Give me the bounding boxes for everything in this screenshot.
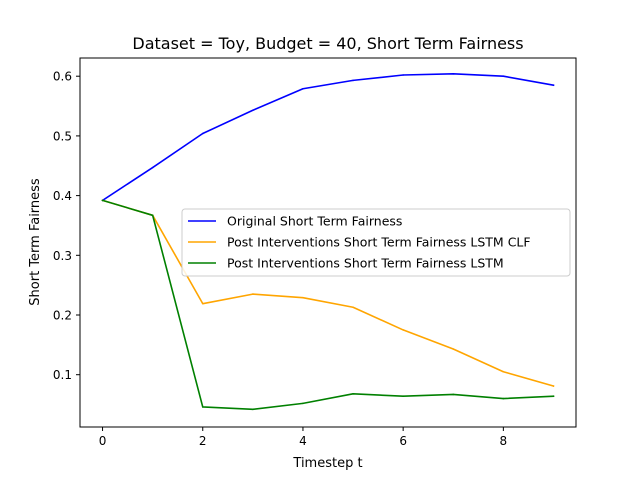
x-tick-label: 2 bbox=[199, 434, 207, 448]
series-2-point bbox=[201, 302, 204, 305]
y-axis-ticks: 0.1 0.2 0.3 0.4 0.5 0.6 bbox=[53, 70, 80, 382]
legend: Original Short Term Fairness Post Interve… bbox=[181, 208, 571, 277]
series-3-point bbox=[552, 395, 555, 398]
series-2-point bbox=[402, 329, 404, 331]
series-line-3 bbox=[101, 199, 555, 411]
y-tick-label: 0.1 bbox=[53, 368, 72, 382]
y-tick-label: 0.3 bbox=[53, 249, 72, 263]
series-line-2 bbox=[101, 199, 555, 388]
series-2-point bbox=[502, 370, 505, 373]
legend-label-3: Post Interventions Short Term Fairness L… bbox=[227, 256, 504, 271]
series-3-point bbox=[402, 395, 404, 398]
series-layer bbox=[101, 73, 555, 411]
series-3-point bbox=[201, 406, 204, 408]
series-1-point bbox=[552, 84, 555, 86]
series-3-point bbox=[502, 397, 505, 400]
series-line-1 bbox=[101, 73, 555, 202]
legend-label-2: Post Interventions Short Term Fairness L… bbox=[227, 235, 531, 250]
series-1-point bbox=[252, 109, 254, 112]
y-tick-label: 0.2 bbox=[53, 309, 72, 323]
series-2-point bbox=[452, 348, 455, 350]
x-tick-label: 0 bbox=[99, 434, 107, 448]
series-3-point bbox=[302, 402, 304, 405]
x-tick-label: 4 bbox=[299, 434, 307, 448]
plot-frame bbox=[79, 57, 577, 428]
series-3-point bbox=[252, 408, 254, 411]
x-axis-ticks: 0 2 4 6 8 bbox=[99, 427, 507, 448]
x-tick-label: 6 bbox=[399, 434, 407, 448]
series-1-point bbox=[352, 79, 354, 82]
series-3-point bbox=[352, 393, 354, 395]
series-3-point bbox=[151, 214, 154, 217]
y-axis-label: Short Term Fairness bbox=[28, 178, 43, 306]
series-3-point bbox=[452, 393, 455, 396]
series-2-point bbox=[352, 306, 354, 309]
y-tick-label: 0.4 bbox=[53, 189, 72, 203]
series-1-point bbox=[402, 74, 404, 76]
x-tick-label: 8 bbox=[500, 434, 508, 448]
series-1-point bbox=[151, 166, 154, 169]
y-tick-label: 0.6 bbox=[53, 70, 72, 84]
legend-label-1: Original Short Term Fairness bbox=[227, 214, 402, 229]
chart-title: Dataset = Toy, Budget = 40, Short Term F… bbox=[132, 34, 523, 53]
series-2-point bbox=[552, 385, 555, 387]
series-1-point bbox=[452, 73, 455, 75]
series-3-point bbox=[101, 199, 104, 202]
series-1-point bbox=[502, 75, 505, 78]
series-1-point bbox=[302, 87, 304, 90]
legend-box bbox=[181, 208, 571, 277]
series-1-point bbox=[201, 132, 204, 135]
series-2-point bbox=[302, 296, 304, 299]
x-axis-label: Timestep t bbox=[292, 456, 362, 471]
series-2-point bbox=[252, 293, 254, 295]
y-tick-label: 0.5 bbox=[53, 129, 72, 143]
